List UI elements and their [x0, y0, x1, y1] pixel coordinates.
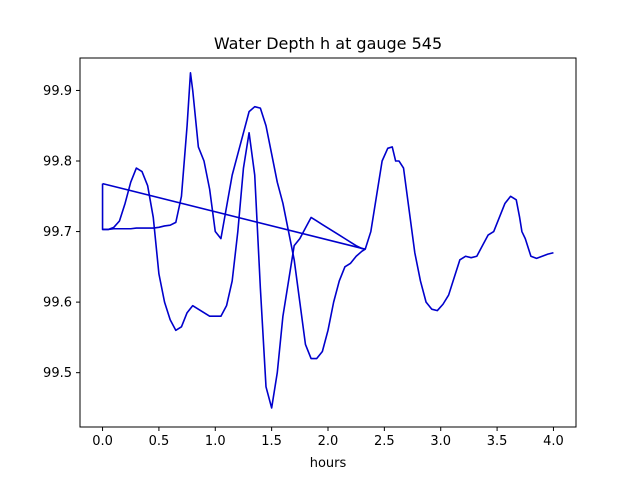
- chart-title: Water Depth h at gauge 545: [214, 34, 442, 53]
- y-axis: 99.5 99.6 99.7 99.8 99.9: [43, 84, 80, 381]
- x-tick-label: 4.0: [543, 434, 564, 449]
- y-tick-label: 99.9: [43, 84, 72, 99]
- x-axis-label: hours: [310, 456, 347, 471]
- plot-area: [101, 72, 554, 409]
- x-tick-label: 3.5: [487, 434, 508, 449]
- x-tick-label: 2.0: [318, 434, 339, 449]
- x-tick-label: 1.0: [205, 434, 226, 449]
- series-line: [364, 146, 554, 312]
- plot-frame: [79, 57, 577, 428]
- x-tick-label: 3.0: [430, 434, 451, 449]
- y-tick-label: 99.6: [43, 296, 72, 311]
- x-tick-label: 0.0: [92, 434, 113, 449]
- x-tick-label: 0.5: [149, 434, 170, 449]
- y-tick-label: 99.5: [43, 366, 72, 381]
- x-tick-label: 1.5: [261, 434, 282, 449]
- y-tick-label: 99.7: [43, 225, 72, 240]
- y-tick-label: 99.8: [43, 155, 72, 170]
- series-line: [101, 72, 367, 360]
- x-tick-label: 2.5: [374, 434, 395, 449]
- x-axis: 0.0 0.5 1.0 1.5 2.0 2.5 3.0 3.5 4.0: [92, 427, 564, 449]
- series-line: [102, 131, 366, 409]
